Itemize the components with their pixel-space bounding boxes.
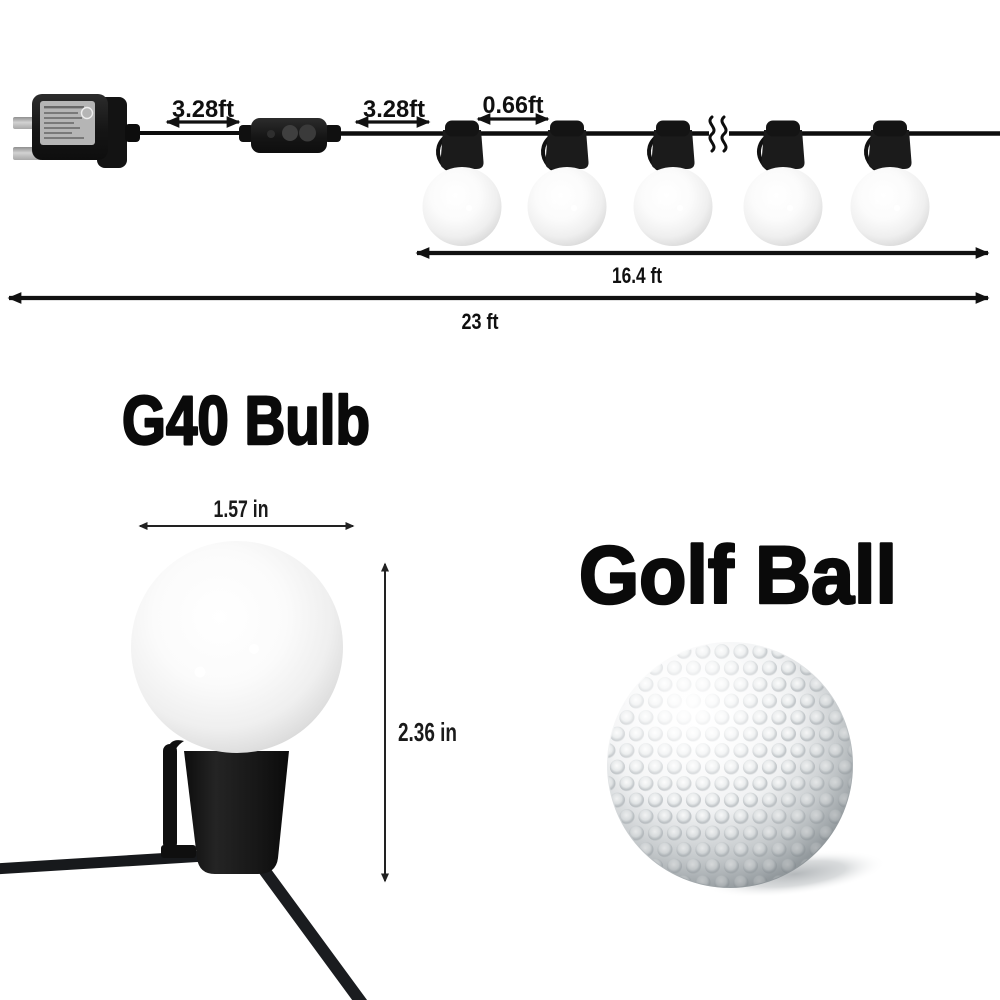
controller-indicator: [267, 130, 275, 138]
bulb-section-title: G40 Bulb: [122, 382, 370, 459]
lit-span-label: 16.4 ft: [612, 263, 662, 288]
controller-to-bulb-label: 3.28ft: [363, 96, 425, 123]
g40-bulb-figure: [0, 541, 368, 1000]
bulb-spacing-label: 0.66ft: [483, 92, 544, 119]
bulb-socket: [184, 751, 289, 874]
break-symbol-icon: [708, 115, 728, 153]
golf-section-title: Golf Ball: [579, 530, 897, 621]
string-bulb: [631, 118, 715, 248]
power-adapter: [13, 94, 140, 168]
plug-to-controller-label: 3.28ft: [172, 96, 234, 123]
socket-clip: [161, 740, 196, 858]
controller-button: [282, 125, 298, 141]
adapter-spec-label: [40, 101, 95, 145]
lamp-cord: [243, 844, 368, 1000]
controller-button: [299, 124, 316, 142]
dimmer-controller: [239, 118, 341, 153]
bulb-globe: [131, 541, 343, 753]
string-bulb: [848, 118, 932, 248]
string-bulb: [420, 118, 504, 248]
lamp-cord: [0, 850, 206, 875]
bulb-height-label: 2.36 in: [398, 717, 457, 747]
cert-logo-icon: [80, 106, 94, 120]
total-span-label: 23 ft: [462, 309, 499, 334]
golf-ball-figure: [607, 642, 887, 898]
string-bulb: [741, 118, 825, 248]
bulb-diameter-label: 1.57 in: [214, 496, 269, 523]
string-bulb: [525, 118, 609, 248]
